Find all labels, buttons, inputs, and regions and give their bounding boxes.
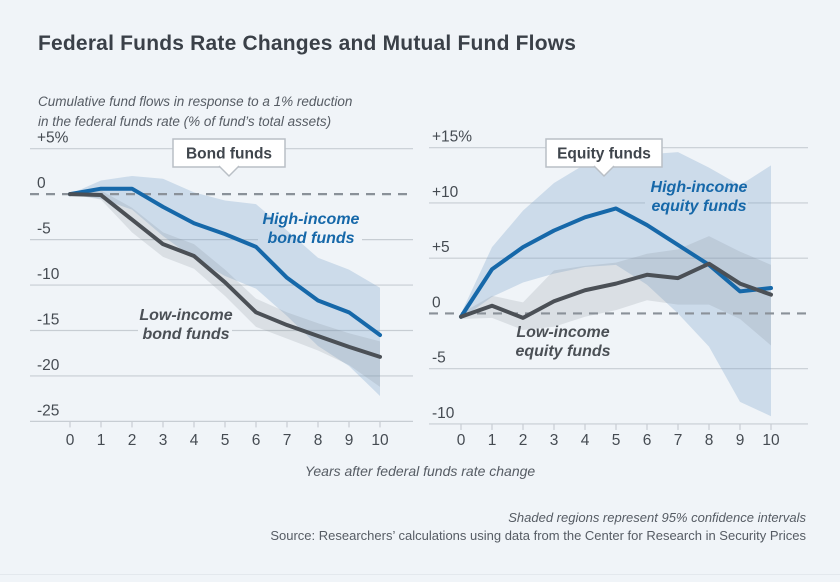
bottom-divider (0, 574, 840, 575)
x-tick-label: 4 (190, 432, 199, 449)
y-tick-label: +10 (432, 184, 459, 201)
x-tick-label: 2 (519, 432, 528, 449)
x-tick-label: 3 (550, 432, 559, 449)
y-tick-label: +5% (37, 130, 69, 147)
equity-funds-chart: 0 1 2 3 4 5 6 7 8 9 10 +15% +10 +5 0 -5 -10 High-income eq… (429, 129, 808, 449)
figure-title: Federal Funds Rate Changes and Mutual Fu… (38, 32, 577, 55)
x-tick-label: 6 (252, 432, 261, 449)
high-income-bond-funds-confidence-band (70, 175, 380, 396)
x-tick-label: 10 (762, 432, 780, 449)
low-income-equity-funds-line (459, 261, 773, 320)
equity-funds-badge-box (545, 138, 663, 168)
figure-subtitle: Cumulative fund flows in response to a 1… (38, 92, 352, 132)
ci-footnote: Shaded regions represent 95% confidence … (508, 510, 806, 525)
x-tick-label: 7 (674, 432, 683, 449)
y-tick-label: -25 (37, 402, 59, 419)
x-tick-label: 9 (736, 432, 745, 449)
x-tick-label: 0 (66, 432, 75, 449)
low-income-bond-funds-label: Low-income bond funds (139, 307, 232, 343)
x-tick-label: 3 (159, 432, 168, 449)
y-tick-label: -15 (37, 312, 59, 329)
low-income-equity-funds-confidence-band (461, 236, 771, 346)
x-tick-label: 8 (314, 432, 323, 449)
bond-funds-chart: 0 1 2 3 4 5 6 7 8 9 10 +5% 0 -5 -10 -15 -20 -25 High-incom… (30, 130, 413, 449)
x-tick-label: 0 (457, 432, 466, 449)
x-axis-label: Years after federal funds rate change (304, 463, 536, 479)
subtitle-line-1: Cumulative fund flows in response to a 1… (38, 94, 353, 109)
equity-funds-badge-caret (593, 165, 615, 177)
low-income-bond-funds-confidence-band (70, 190, 380, 387)
y-tick-label: -20 (37, 357, 60, 374)
x-tick-label: 4 (581, 432, 590, 449)
x-tick-label: 5 (612, 432, 621, 449)
x-tick-label: 5 (221, 432, 230, 449)
x-tick-label: 2 (128, 432, 137, 449)
high-income-equity-funds-line (459, 206, 773, 319)
equity-funds-badge-label: Equity funds (557, 146, 651, 163)
low-income-equity-funds-label: Low-income equity funds (515, 324, 610, 360)
bond-funds-badge-label: Bond funds (186, 146, 272, 163)
high-income-equity-funds-label: High-income equity funds (651, 179, 748, 215)
y-tick-label: -5 (432, 350, 446, 367)
subtitle-line-2: in the federal funds rate (% of fund’s t… (38, 114, 332, 129)
y-tick-label: +15% (432, 129, 472, 146)
y-tick-label: +5 (432, 239, 450, 256)
high-income-bond-funds-label: High-income bond funds (263, 211, 360, 247)
high-income-bond-funds-line (68, 186, 382, 338)
x-tick-label: 9 (345, 432, 354, 449)
y-tick-label: 0 (37, 175, 46, 192)
x-tick-label: 1 (488, 432, 497, 449)
low-income-bond-funds-line (68, 192, 382, 359)
y-tick-label: -10 (37, 266, 60, 283)
x-tick-label: 7 (283, 432, 292, 449)
x-tick-label: 10 (371, 432, 389, 449)
y-tick-label: -5 (37, 221, 51, 238)
x-tick-label: 6 (643, 432, 652, 449)
bond-funds-badge-caret (218, 165, 240, 177)
source-credit: Source: Researchers’ calculations using … (270, 528, 806, 543)
y-tick-label: 0 (432, 294, 441, 311)
x-tick-label: 8 (705, 432, 714, 449)
y-tick-label: -10 (432, 405, 455, 422)
x-tick-label: 1 (97, 432, 106, 449)
bond-funds-badge-box (172, 138, 286, 168)
high-income-equity-funds-confidence-band (461, 152, 771, 417)
